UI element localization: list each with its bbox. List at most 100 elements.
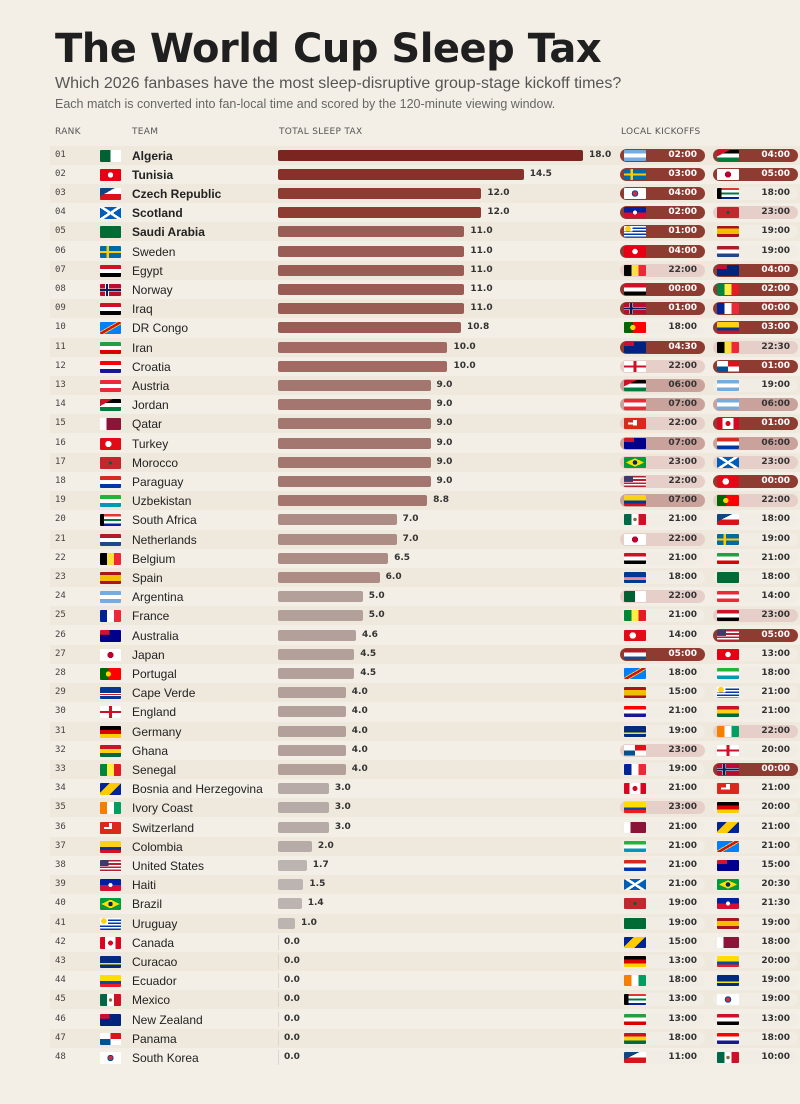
table-row: 11 Iran 10.0 04:30 22:30 — [50, 337, 800, 357]
table-row: 12 Croatia 10.0 22:00 01:00 — [50, 357, 800, 376]
kickoff-time: 18:00 — [761, 571, 790, 582]
rank-label: 24 — [55, 591, 66, 602]
table-row: 09 Iraq 11.0 01:00 00:00 — [50, 299, 800, 319]
kickoff-time: 04:00 — [668, 187, 697, 198]
table-row: 40 Brazil 1.4 19:00 21:30 — [50, 894, 800, 913]
team-name: Turkey — [132, 436, 169, 451]
rank-column-header: RANK — [55, 127, 81, 137]
ca-flag-icon — [100, 936, 121, 949]
eg-flag-icon — [624, 552, 646, 564]
no-flag-icon — [624, 303, 646, 315]
sleep-tax-bar — [278, 399, 431, 411]
kickoff-time: 04:00 — [761, 264, 790, 275]
sleep-tax-bar — [278, 821, 329, 833]
kickoff-time: 14:00 — [668, 629, 697, 640]
nl-flag-icon — [624, 648, 646, 660]
tn-flag-icon — [100, 168, 121, 181]
kickoff-pill: 00:00 — [713, 302, 798, 316]
kr-flag-icon — [100, 1051, 121, 1064]
sleep-tax-value: 7.0 — [402, 514, 419, 525]
sleep-tax-value: 4.6 — [361, 629, 378, 640]
sleep-tax-value: 9.0 — [436, 379, 453, 390]
kickoff-time: 20:00 — [761, 955, 790, 966]
kickoff-time: 21:00 — [668, 514, 697, 525]
kickoff-time: 20:00 — [761, 802, 790, 813]
rank-label: 39 — [55, 879, 66, 890]
hr-flag-icon — [624, 706, 646, 718]
kickoff-time: 22:30 — [761, 341, 790, 352]
rank-label: 30 — [55, 706, 66, 717]
qa-flag-icon — [717, 936, 739, 948]
kickoff-time: 21:00 — [668, 610, 697, 621]
sleep-tax-value: 9.0 — [436, 399, 453, 410]
sleep-tax-value: 5.0 — [368, 610, 385, 621]
de-flag-icon — [624, 955, 646, 967]
mx-flag-icon — [717, 1051, 739, 1063]
rank-label: 20 — [55, 514, 66, 525]
sleep-tax-bar — [278, 706, 346, 718]
kickoff-pill: 00:00 — [713, 762, 798, 776]
br-flag-icon — [717, 879, 739, 891]
team-name: Iran — [132, 340, 153, 355]
za-flag-icon — [717, 187, 739, 199]
rank-label: 04 — [55, 207, 66, 218]
kickoff-time: 07:00 — [668, 437, 697, 448]
cz-flag-icon — [100, 187, 121, 200]
sleep-tax-value: 4.0 — [351, 706, 368, 717]
team-name: Colombia — [132, 839, 183, 854]
team-name: Tunisia — [132, 167, 174, 182]
kickoff-time: 04:00 — [668, 245, 697, 256]
sleep-tax-bar — [278, 648, 355, 660]
kickoff-pill: 19:00 — [713, 532, 798, 546]
kickoff-pill: 22:00 — [713, 724, 798, 738]
kickoff-time: 19:00 — [761, 917, 790, 928]
kickoff-time: 13:00 — [668, 1013, 697, 1024]
table-row: 37 Colombia 2.0 21:00 21:00 — [50, 836, 800, 856]
kickoff-time: 19:00 — [668, 763, 697, 774]
rank-label: 41 — [55, 917, 66, 928]
sleep-tax-bar — [278, 879, 304, 891]
kickoff-pill: 22:00 — [620, 532, 705, 546]
kickoff-pill: 21:00 — [620, 782, 705, 796]
team-name: Ivory Coast — [132, 801, 193, 816]
kickoff-pill: 11:00 — [620, 1050, 705, 1064]
kickoff-time: 02:00 — [761, 283, 790, 294]
team-name: Morocco — [132, 455, 179, 470]
sleep-tax-value: 11.0 — [470, 283, 493, 294]
kickoff-pill: 23:00 — [620, 801, 705, 815]
sct-flag-icon — [717, 456, 739, 468]
rank-label: 44 — [55, 975, 66, 986]
rank-label: 36 — [55, 821, 66, 832]
rank-label: 03 — [55, 187, 66, 198]
kickoff-pill: 06:00 — [713, 436, 798, 450]
zero-baseline — [278, 992, 279, 1008]
table-row: 10 DR Congo 10.8 18:00 03:00 — [50, 318, 800, 337]
team-column-header: TEAM — [132, 127, 159, 137]
team-name: Argentina — [132, 590, 184, 605]
co-flag-icon — [100, 840, 121, 853]
rank-label: 35 — [55, 802, 66, 813]
sleep-tax-bar — [278, 418, 431, 430]
kickoff-pill: 23:00 — [620, 455, 705, 469]
table-row: 06 Sweden 11.0 04:00 19:00 — [50, 242, 800, 261]
team-name: Ghana — [132, 743, 169, 758]
rank-label: 14 — [55, 399, 66, 410]
team-name: Brazil — [132, 897, 163, 912]
rank-label: 08 — [55, 283, 66, 294]
rank-label: 45 — [55, 994, 66, 1005]
sleep-tax-value: 9.0 — [436, 456, 453, 467]
table-row: 38 United States 1.7 21:00 15:00 — [50, 856, 800, 875]
rank-label: 32 — [55, 744, 66, 755]
table-row: 27 Japan 4.5 05:00 13:00 — [50, 644, 800, 664]
kickoff-pill: 21:00 — [620, 858, 705, 872]
team-name: Uzbekistan — [132, 494, 192, 509]
kickoff-time: 03:00 — [761, 322, 790, 333]
kickoff-time: 13:00 — [761, 648, 790, 659]
team-name: Iraq — [132, 302, 153, 317]
ir-flag-icon — [100, 341, 121, 354]
fr-flag-icon — [717, 303, 739, 315]
team-name: Haiti — [132, 878, 157, 893]
sleep-tax-bar — [278, 917, 295, 929]
en-flag-icon — [100, 706, 121, 719]
kickoff-pill: 21:30 — [713, 897, 798, 911]
